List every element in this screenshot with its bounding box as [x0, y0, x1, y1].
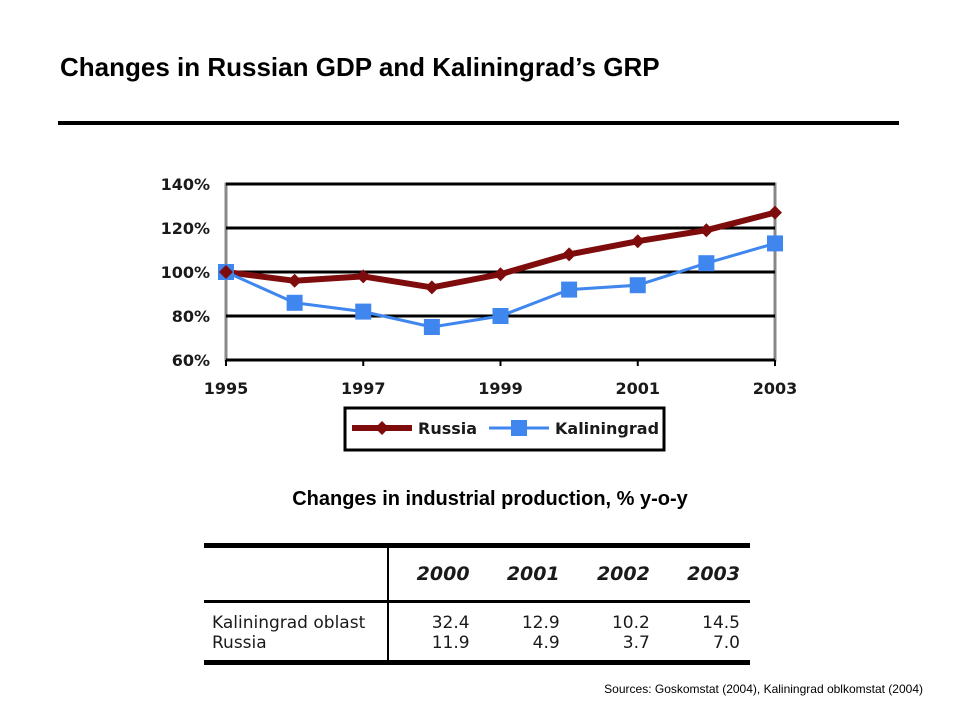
- table-cell: 32.4: [431, 613, 470, 633]
- russia-data-point: [630, 234, 645, 249]
- kaliningrad-data-point: [698, 255, 715, 272]
- x-tick-label: 1997: [341, 379, 386, 398]
- y-tick-label: 100%: [161, 263, 210, 282]
- y-tick-label: 120%: [161, 219, 210, 238]
- kaliningrad-data-point: [286, 294, 303, 311]
- table-cell: 7.0: [659, 633, 750, 665]
- russia-data-point: [356, 269, 371, 284]
- kaliningrad-data-point: [561, 281, 578, 298]
- kaliningrad-data-point: [492, 308, 509, 324]
- table-cell: 10.2: [611, 613, 650, 633]
- russia-data-point: [493, 267, 508, 282]
- russia-legend-marker: [375, 421, 389, 435]
- table-cell: 3.7: [569, 633, 660, 665]
- kaliningrad-legend-label: Kaliningrad: [555, 419, 659, 438]
- y-tick-label: 140%: [161, 175, 210, 194]
- table-cell: 11.9: [388, 633, 480, 665]
- x-tick-label: 2001: [615, 379, 660, 398]
- russia-data-point: [562, 247, 577, 262]
- russia-data-point: [287, 273, 302, 288]
- table-cell: 14.5: [702, 613, 740, 633]
- sources-note: Sources: Goskomstat (2004), Kaliningrad …: [604, 682, 923, 696]
- y-tick-label: 80%: [172, 307, 210, 326]
- russia-data-point: [699, 223, 714, 238]
- kaliningrad-data-point: [629, 277, 646, 294]
- year-header: 2002: [569, 543, 660, 603]
- year-header: 2000: [388, 543, 480, 603]
- russia-legend-label: Russia: [418, 419, 477, 438]
- row-label: Kaliningrad oblast: [204, 601, 389, 633]
- russia-data-point: [424, 280, 439, 295]
- table-cell: 12.9: [521, 613, 560, 633]
- russia-data-point: [768, 205, 782, 220]
- year-header: 2001: [479, 543, 570, 603]
- x-tick-label: 1995: [204, 379, 249, 398]
- kaliningrad-data-point: [767, 235, 783, 252]
- row-label: Russia: [204, 633, 389, 665]
- x-tick-label: 2003: [753, 379, 798, 398]
- y-tick-label: 60%: [172, 351, 210, 370]
- gdp-grp-line-chart: 60% 80% 100% 120% 140% 1995 1997 1999 2001 2003 Ru…: [161, 175, 798, 452]
- table-corner-cell: [204, 543, 389, 603]
- slide-title: Changes in Russian GDP and Kaliningrad’s…: [60, 52, 660, 82]
- kaliningrad-data-point: [355, 303, 372, 320]
- title-divider: [58, 121, 899, 125]
- industrial-production-table: 2000 2001 2002 2003 Kaliningrad oblast 3…: [204, 543, 750, 665]
- table-header-row: 2000 2001 2002 2003: [204, 543, 750, 603]
- table-row: Russia 11.9 4.9 3.7 7.0: [204, 633, 750, 665]
- kaliningrad-data-point: [423, 319, 440, 335]
- kaliningrad-legend-marker: [511, 420, 527, 436]
- table-caption: Changes in industrial production, % y-o-…: [292, 488, 688, 510]
- year-header: 2003: [659, 543, 750, 603]
- table-row: Kaliningrad oblast 32.4 12.9 10.2 14.5: [204, 601, 750, 633]
- table-cell: 4.9: [479, 633, 570, 665]
- x-tick-label: 1999: [478, 379, 523, 398]
- russia-data-point: [219, 265, 233, 279]
